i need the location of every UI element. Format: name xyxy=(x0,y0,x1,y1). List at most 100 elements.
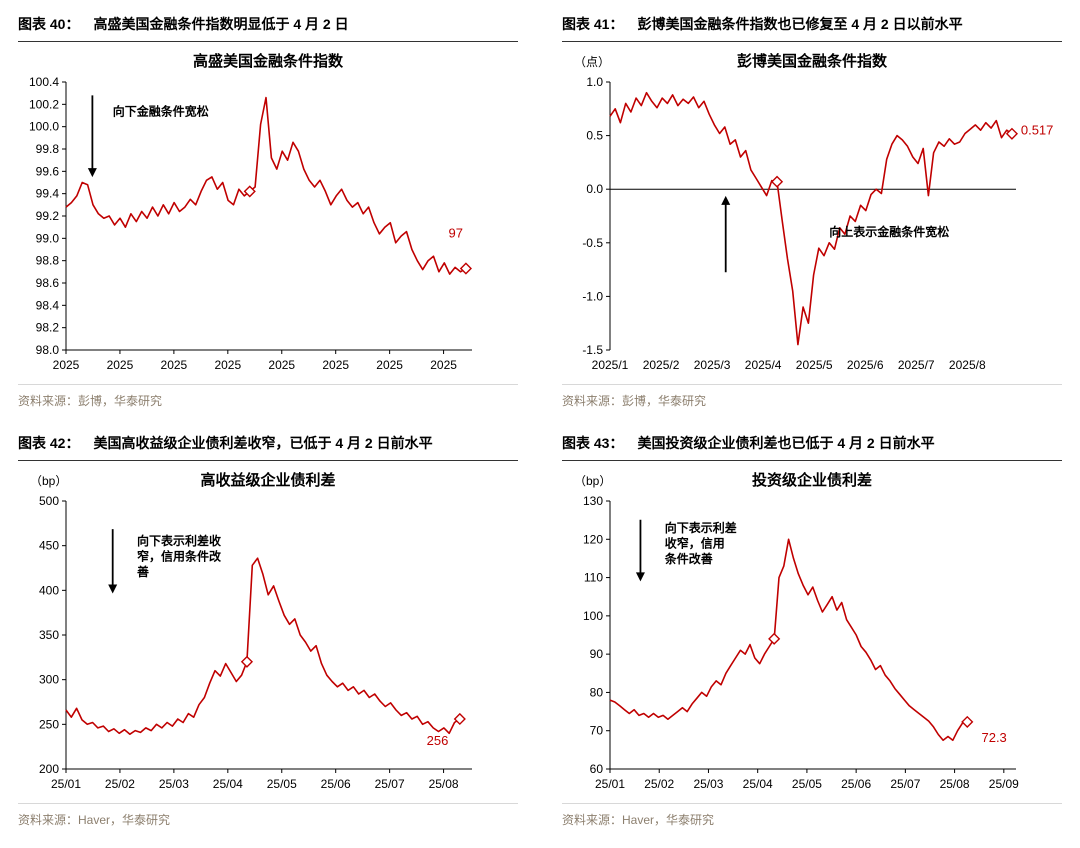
svg-text:256: 256 xyxy=(427,733,449,748)
svg-text:2025/1: 2025/1 xyxy=(592,358,629,372)
svg-text:向上表示金融条件宽松: 向上表示金融条件宽松 xyxy=(829,224,949,239)
figure-43-panel: 图表 43： 美国投资级企业债利差也已低于 4 月 2 日前水平 （bp） 投资级… xyxy=(562,431,1062,828)
svg-text:2025/3: 2025/3 xyxy=(694,358,731,372)
figure-43-title-row: （bp） 投资级企业债利差 xyxy=(562,469,1062,491)
svg-text:25/06: 25/06 xyxy=(841,777,871,791)
svg-text:2025/2: 2025/2 xyxy=(643,358,680,372)
svg-text:120: 120 xyxy=(583,532,603,546)
figure-40-header-title: 高盛美国金融条件指数明显低于 4 月 2 日 xyxy=(93,16,349,32)
svg-text:2025: 2025 xyxy=(268,358,295,372)
svg-text:25/01: 25/01 xyxy=(595,777,625,791)
svg-text:25/04: 25/04 xyxy=(743,777,773,791)
svg-text:99.8: 99.8 xyxy=(36,142,60,156)
figure-41-header-title: 彭博美国金融条件指数也已修复至 4 月 2 日以前水平 xyxy=(637,16,963,32)
svg-text:130: 130 xyxy=(583,494,603,508)
svg-text:2025/5: 2025/5 xyxy=(796,358,833,372)
svg-text:善: 善 xyxy=(137,564,149,579)
svg-text:300: 300 xyxy=(39,673,59,687)
figure-40-chart-title: 高盛美国金融条件指数 xyxy=(192,53,343,70)
svg-text:-1.0: -1.0 xyxy=(582,289,603,303)
figure-40-label: 图表 40： xyxy=(18,16,80,32)
figure-40-header: 图表 40： 高盛美国金融条件指数明显低于 4 月 2 日 xyxy=(18,12,518,42)
figure-40-title-row: 高盛美国金融条件指数 xyxy=(18,50,518,72)
figure-42-title-row: （bp） 高收益级企业债利差 xyxy=(18,469,518,491)
svg-text:400: 400 xyxy=(39,583,59,597)
bloomberg-fci-line-chart: -1.5 -1.0 -0.5 0.0 0.5 1.0 2025/1 2025/2 2025/3 2… xyxy=(582,75,1054,372)
figure-43-header: 图表 43： 美国投资级企业债利差也已低于 4 月 2 日前水平 xyxy=(562,431,1062,461)
svg-text:250: 250 xyxy=(39,717,59,731)
figure-41-label: 图表 41： xyxy=(562,16,624,32)
svg-text:条件改善: 条件改善 xyxy=(664,551,713,566)
svg-text:2025: 2025 xyxy=(322,358,349,372)
svg-text:向下金融条件宽松: 向下金融条件宽松 xyxy=(113,104,209,119)
svg-text:60: 60 xyxy=(590,762,604,776)
svg-text:25/01: 25/01 xyxy=(51,777,81,791)
svg-text:2025: 2025 xyxy=(214,358,241,372)
svg-text:200: 200 xyxy=(39,762,59,776)
figure-42-panel: 图表 42： 美国高收益级企业债利差收窄，已低于 4 月 2 日前水平 （bp） … xyxy=(18,431,518,828)
svg-text:98.0: 98.0 xyxy=(36,343,60,357)
svg-text:90: 90 xyxy=(590,647,604,661)
svg-text:0.517: 0.517 xyxy=(1021,122,1054,137)
svg-text:25/08: 25/08 xyxy=(429,777,459,791)
svg-text:25/05: 25/05 xyxy=(792,777,822,791)
svg-text:80: 80 xyxy=(590,685,604,699)
svg-text:350: 350 xyxy=(39,628,59,642)
svg-text:2025: 2025 xyxy=(430,358,457,372)
svg-text:70: 70 xyxy=(590,724,604,738)
svg-text:98.2: 98.2 xyxy=(36,321,60,335)
figure-41-title-row: （点） 彭博美国金融条件指数 xyxy=(562,50,1062,72)
svg-text:25/02: 25/02 xyxy=(105,777,135,791)
high-yield-spread-line-chart: 200 250 300 350 400 450 500 25/01 25/02 25/03 25/0… xyxy=(39,494,472,791)
figure-42-label: 图表 42： xyxy=(18,435,80,451)
figure-42-header: 图表 42： 美国高收益级企业债利差收窄，已低于 4 月 2 日前水平 xyxy=(18,431,518,461)
svg-text:99.2: 99.2 xyxy=(36,209,60,223)
svg-text:2025: 2025 xyxy=(376,358,403,372)
svg-text:向下表示利差: 向下表示利差 xyxy=(665,520,737,535)
svg-text:100.4: 100.4 xyxy=(29,75,59,89)
figure-43-unit-label: （bp） xyxy=(574,474,612,488)
svg-text:100.2: 100.2 xyxy=(29,97,59,111)
svg-text:99.4: 99.4 xyxy=(36,187,60,201)
svg-text:98.4: 98.4 xyxy=(36,298,60,312)
figure-43-source-note: 资料来源：Haver，华泰研究 xyxy=(562,803,1062,828)
svg-text:25/08: 25/08 xyxy=(940,777,970,791)
figure-42-header-title: 美国高收益级企业债利差收窄，已低于 4 月 2 日前水平 xyxy=(93,435,433,451)
figure-41-header: 图表 41： 彭博美国金融条件指数也已修复至 4 月 2 日以前水平 xyxy=(562,12,1062,42)
svg-text:98.8: 98.8 xyxy=(36,254,60,268)
svg-text:100: 100 xyxy=(583,609,603,623)
svg-text:25/09: 25/09 xyxy=(989,777,1019,791)
svg-text:窄，信用条件改: 窄，信用条件改 xyxy=(137,549,222,564)
svg-text:25/03: 25/03 xyxy=(693,777,723,791)
svg-text:25/07: 25/07 xyxy=(890,777,920,791)
svg-text:99.0: 99.0 xyxy=(36,231,60,245)
svg-text:2025: 2025 xyxy=(107,358,134,372)
figure-40-panel: 图表 40： 高盛美国金融条件指数明显低于 4 月 2 日 高盛美国金融条件指数 … xyxy=(18,12,518,409)
svg-text:25/06: 25/06 xyxy=(321,777,351,791)
svg-text:2025: 2025 xyxy=(53,358,80,372)
svg-text:110: 110 xyxy=(584,571,603,585)
svg-text:100.0: 100.0 xyxy=(29,120,59,134)
svg-text:2025/6: 2025/6 xyxy=(847,358,884,372)
svg-text:25/07: 25/07 xyxy=(375,777,405,791)
svg-text:72.3: 72.3 xyxy=(981,730,1006,745)
svg-text:25/04: 25/04 xyxy=(213,777,243,791)
svg-text:2025/4: 2025/4 xyxy=(745,358,782,372)
svg-text:97: 97 xyxy=(449,225,463,240)
figure-41-unit-label: （点） xyxy=(574,55,611,69)
svg-text:25/02: 25/02 xyxy=(644,777,674,791)
figure-40-source-note: 资料来源：彭博，华泰研究 xyxy=(18,384,518,409)
svg-text:1.0: 1.0 xyxy=(586,75,603,89)
report-charts-page: 图表 40： 高盛美国金融条件指数明显低于 4 月 2 日 高盛美国金融条件指数 … xyxy=(18,12,1062,828)
svg-text:2025/7: 2025/7 xyxy=(898,358,935,372)
figure-43-chart-title: 投资级企业债利差 xyxy=(751,472,872,489)
svg-text:0.5: 0.5 xyxy=(586,129,603,143)
svg-text:0.0: 0.0 xyxy=(586,182,603,196)
figure-41-source-note: 资料来源：彭博，华泰研究 xyxy=(562,384,1062,409)
figure-43-header-title: 美国投资级企业债利差也已低于 4 月 2 日前水平 xyxy=(637,435,935,451)
svg-text:500: 500 xyxy=(39,494,59,508)
svg-text:-0.5: -0.5 xyxy=(582,236,603,250)
investment-grade-spread-line-chart: 60 70 80 90 100 110 120 130 25/01 25/02 25/03 25/04… xyxy=(583,494,1019,791)
figure-41-panel: 图表 41： 彭博美国金融条件指数也已修复至 4 月 2 日以前水平 （点） 彭博… xyxy=(562,12,1062,409)
svg-text:向下表示利差收: 向下表示利差收 xyxy=(137,533,221,548)
